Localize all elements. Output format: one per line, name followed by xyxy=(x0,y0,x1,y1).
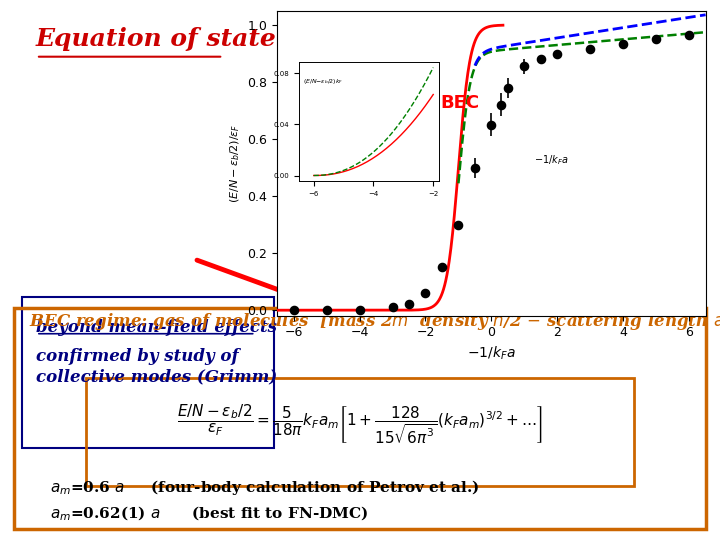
Point xyxy=(495,100,507,109)
Point xyxy=(354,306,365,314)
Point xyxy=(403,300,415,309)
Point xyxy=(552,49,563,58)
Point xyxy=(485,120,497,129)
Point xyxy=(518,62,530,71)
Text: BEC: BEC xyxy=(440,94,479,112)
Text: $a_m$=0.6 $a$     (four-body calculation of Petrov et al.): $a_m$=0.6 $a$ (four-body calculation of … xyxy=(50,478,480,497)
Point xyxy=(502,84,513,92)
Text: $\dfrac{E/N - \varepsilon_b/2}{\varepsilon_F} = \dfrac{5}{18\pi}k_F a_m \left[1 : $\dfrac{E/N - \varepsilon_b/2}{\varepsil… xyxy=(177,402,543,446)
Text: confirmed by study of
collective modes (Grimm): confirmed by study of collective modes (… xyxy=(36,348,277,385)
Point xyxy=(387,303,398,312)
Text: BEC regime: gas of molecules  [mass 2$m$  density $n$/2 $-$ scattering length $a: BEC regime: gas of molecules [mass 2$m$ … xyxy=(29,310,720,332)
Text: beyond mean-field effects: beyond mean-field effects xyxy=(36,319,277,335)
Text: Equation of state: Equation of state xyxy=(36,27,276,51)
Point xyxy=(288,306,300,314)
Point xyxy=(436,263,448,272)
Point xyxy=(420,289,431,298)
Text: $a_m$=0.62(1) $a$      (best fit to FN-DMC): $a_m$=0.62(1) $a$ (best fit to FN-DMC) xyxy=(50,505,369,523)
Point xyxy=(650,35,662,44)
Point xyxy=(683,31,695,39)
Text: $-1/k_F a$: $-1/k_F a$ xyxy=(534,153,569,167)
X-axis label: $-1/k_F a$: $-1/k_F a$ xyxy=(467,344,516,362)
Y-axis label: $(E/N-\varepsilon_b/2)/\varepsilon_F$: $(E/N-\varepsilon_b/2)/\varepsilon_F$ xyxy=(228,124,242,203)
Point xyxy=(535,55,546,64)
Point xyxy=(469,163,481,172)
Point xyxy=(585,45,596,53)
Point xyxy=(618,39,629,48)
Text: $(E/N\!\!-\!\varepsilon_b/2)k_F$: $(E/N\!\!-\!\varepsilon_b/2)k_F$ xyxy=(303,77,343,86)
Point xyxy=(453,220,464,229)
Point xyxy=(321,306,333,314)
